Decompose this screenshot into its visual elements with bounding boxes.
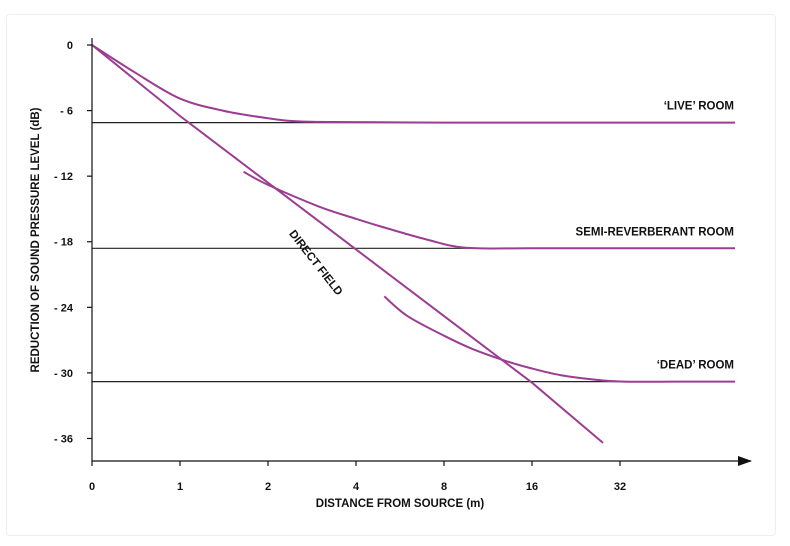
live-room-curve [91,44,735,124]
y-tick-label: - 24 [54,302,74,314]
y-tick-label: 0 [67,40,73,52]
dead-room-label: ‘DEAD’ ROOM [657,360,734,372]
x-tick-label: 32 [614,481,626,493]
x-ticks: 0 1 2 4 8 16 32 [89,461,626,493]
chart-frame [6,14,776,536]
direct-field-line [91,44,604,444]
semi-reverberant-room-label: SEMI-REVERBERANT ROOM [576,226,734,238]
x-tick-label: 1 [177,481,183,493]
y-ticks: 0 - 6 - 12 - 18 - 24 - 30 - 36 [54,40,92,445]
series-labels: ‘LIVE’ ROOM SEMI-REVERBERANT ROOM ‘DEAD’ R… [286,101,734,372]
x-tick-label: 2 [265,481,271,493]
semi-reverberant-room-curve [243,170,735,250]
x-axis-title: DISTANCE FROM SOURCE (m) [316,498,485,510]
y-tick-label: - 18 [54,237,73,249]
x-tick-label: 16 [526,481,538,493]
x-tick-label: 4 [353,481,360,493]
x-tick-label: 0 [89,481,95,493]
direct-field-label: DIRECT FIELD [286,228,344,298]
live-room-label: ‘LIVE’ ROOM [664,101,734,113]
curves [91,44,735,444]
x-tick-label: 8 [441,481,447,493]
y-tick-label: - 12 [54,171,73,183]
reference-lines [92,122,735,383]
dead-room-curve [383,295,735,383]
y-tick-label: - 6 [60,106,73,118]
y-tick-label: - 30 [54,368,73,380]
y-axis-title: REDUCTION OF SOUND PRESSURE LEVEL (dB) [30,107,42,372]
y-tick-label: - 36 [54,433,73,445]
